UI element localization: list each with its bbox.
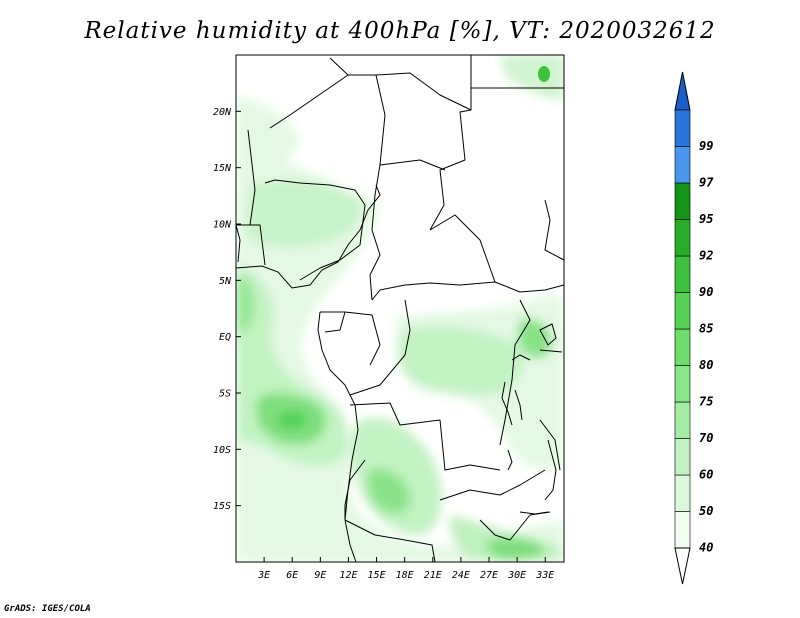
humidity-core-85	[278, 411, 306, 429]
colorbar-label: 80	[699, 358, 713, 372]
lon-tick-label: 18E	[396, 570, 414, 581]
lon-tick-label: 30E	[507, 570, 526, 581]
colorbar-label: 85	[699, 322, 713, 336]
colorbar-swatch	[674, 182, 691, 220]
humidity-band-40-north	[236, 95, 300, 170]
lat-tick-label: 15N	[213, 163, 232, 174]
colorbar-swatch	[674, 109, 691, 147]
colorbar-top-arrow	[674, 71, 691, 111]
humidity-band-80-south	[367, 468, 411, 515]
colorbar-bottom-arrow	[674, 547, 691, 585]
lon-tick-label: 3E	[257, 570, 270, 581]
colorbar-swatch	[674, 219, 691, 257]
lat-tick-label: 20N	[213, 107, 232, 118]
lat-tick-label: 10S	[213, 445, 231, 456]
colorbar-swatch	[674, 401, 691, 439]
colorbar-swatch	[674, 438, 691, 476]
coastline	[236, 184, 557, 562]
colorbar-swatch	[674, 328, 691, 366]
humidity-band-60-ne	[500, 55, 564, 100]
colorbar-label: 95	[699, 212, 713, 226]
humidity-band-80-west	[236, 275, 255, 333]
colorbar-label: 97	[699, 176, 714, 190]
colorbar-label: 70	[699, 431, 713, 445]
country-borders	[236, 55, 564, 562]
humidity-band-60-east	[398, 325, 524, 395]
colorbar-label: 40	[699, 541, 713, 555]
colorbar-swatch	[674, 511, 691, 549]
lon-tick-label: 24E	[452, 570, 470, 581]
colorbar-swatch	[674, 255, 691, 293]
lon-tick-label: 33E	[535, 570, 554, 581]
lat-tick-label: 5N	[219, 276, 232, 287]
lon-tick-label: 21E	[424, 570, 442, 581]
map-title: Relative humidity at 400hPa [%], VT: 202…	[84, 18, 716, 44]
colorbar-swatch	[674, 292, 691, 330]
colorbar-label: 75	[699, 395, 713, 409]
grads-credit: GrADS: IGES/COLA	[4, 604, 91, 614]
lat-tick-label: 10N	[213, 220, 232, 231]
lat-tick-label: 15S	[213, 501, 231, 512]
humidity-band-60-north	[245, 180, 363, 248]
lat-tick-label: EQ	[219, 332, 231, 343]
colorbar: 40 50 60 70 75 80 85 90 92 95 97 99	[674, 71, 714, 585]
humidity-core-ne	[538, 66, 550, 82]
colorbar-swatch	[674, 474, 691, 512]
lon-tick-label: 9E	[314, 570, 326, 581]
map-frame	[235, 54, 565, 563]
lon-tick-label: 6E	[286, 570, 298, 581]
colorbar-label: 99	[699, 139, 713, 153]
lon-tick-label: 12E	[339, 570, 357, 581]
latitude-axis: 20N 15N 10N 5N EQ 5S 10S 15S	[213, 107, 241, 512]
lon-tick-label: 27E	[480, 570, 498, 581]
colorbar-label: 50	[699, 504, 713, 518]
lat-tick-label: 5S	[219, 389, 231, 400]
longitude-axis: 3E 6E 9E 12E 15E 18E 21E 24E 27E 30E 33E	[257, 557, 554, 581]
colorbar-swatch	[674, 146, 691, 184]
lon-tick-label: 15E	[368, 570, 386, 581]
colorbar-label: 92	[699, 249, 713, 263]
humidity-band-80-se	[487, 537, 545, 561]
humidity-shading	[236, 55, 564, 562]
colorbar-label: 90	[699, 285, 713, 299]
colorbar-label: 60	[699, 468, 713, 482]
colorbar-swatch	[674, 365, 691, 403]
